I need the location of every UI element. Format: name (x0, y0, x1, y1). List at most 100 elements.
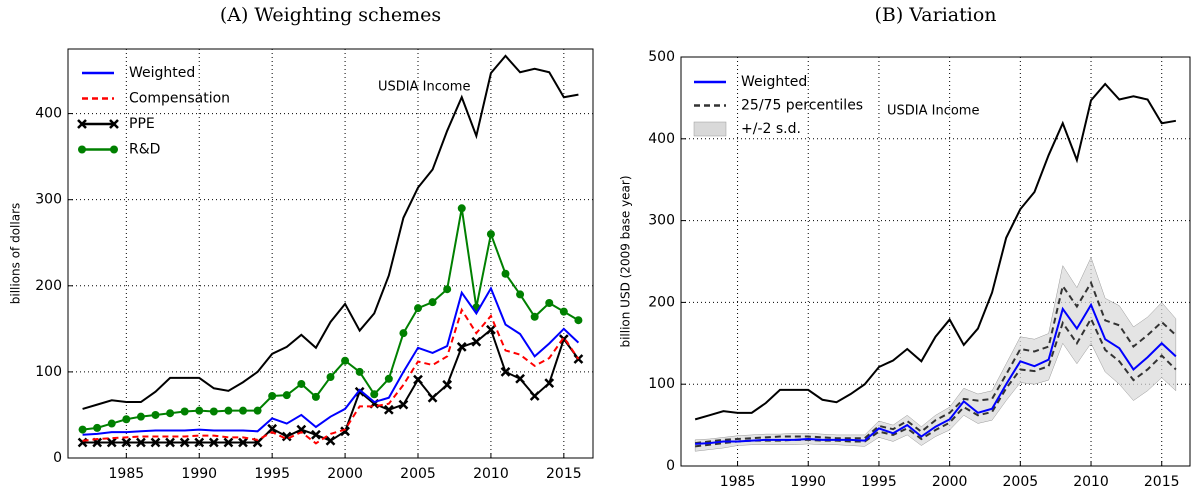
y-tick-label: 100 (648, 376, 675, 392)
marker (545, 299, 554, 308)
percentile-line (695, 280, 1177, 445)
marker (516, 290, 525, 299)
marker (239, 406, 247, 415)
marker (93, 423, 102, 432)
marker (311, 392, 320, 401)
marker (136, 437, 146, 448)
x-tick-label: 2015 (1144, 474, 1180, 490)
series-line (82, 307, 580, 445)
marker (398, 399, 409, 410)
marker (282, 391, 291, 400)
marker (180, 407, 189, 416)
marker (427, 392, 438, 403)
series-line (695, 302, 1177, 445)
marker (486, 230, 495, 239)
legend-marker (77, 119, 87, 129)
y-tick-label: 100 (35, 364, 62, 380)
chart-title: (A) Weighting schemes (220, 4, 441, 26)
marker (223, 437, 234, 448)
sd-band (694, 256, 1177, 452)
marker (238, 437, 248, 448)
marker (326, 373, 335, 382)
x-tick-label: 2000 (932, 474, 968, 490)
marker (267, 423, 278, 434)
marker (341, 356, 350, 365)
marker (281, 431, 292, 442)
legend-label: +/-2 s.d. (741, 121, 801, 137)
marker (179, 437, 190, 448)
legend-label: Weighted (129, 65, 195, 81)
marker (428, 298, 437, 307)
plot-frame (67, 48, 594, 459)
marker (151, 410, 160, 419)
marker (355, 367, 364, 376)
marker (195, 406, 204, 415)
y-tick-label: 0 (53, 450, 62, 466)
series-line (82, 328, 580, 444)
y-tick-label: 400 (35, 106, 62, 122)
y-axis-label: billions of dollars (9, 203, 23, 305)
x-tick-label: 1985 (109, 466, 145, 482)
legend-label: Weighted (741, 74, 807, 90)
plot-frame (680, 56, 1191, 467)
legend-label: Compensation (129, 91, 230, 107)
marker (530, 312, 539, 321)
marker (296, 424, 307, 435)
y-tick-label: 200 (35, 278, 62, 294)
marker (399, 329, 408, 338)
x-tick-label: 2015 (546, 466, 582, 482)
marker (166, 409, 175, 418)
legend-label: R&D (129, 142, 160, 158)
marker (559, 307, 568, 316)
marker (515, 373, 525, 384)
marker (194, 437, 205, 448)
y-tick-label: 400 (648, 131, 675, 147)
marker (136, 412, 145, 421)
y-axis-label: billion USD (2009 base year) (619, 175, 633, 347)
series-line (82, 286, 580, 436)
marker (457, 204, 466, 213)
marker (209, 407, 218, 416)
marker (253, 406, 262, 415)
marker (529, 391, 540, 401)
marker (297, 379, 306, 388)
marker (165, 437, 175, 448)
legend-marker (109, 119, 119, 129)
legend-label: 25/75 percentiles (741, 98, 863, 114)
chart-title: (B) Variation (874, 4, 996, 26)
y-tick-label: 300 (35, 192, 62, 208)
marker (443, 285, 452, 294)
x-tick-label: 1995 (254, 466, 290, 482)
marker (208, 437, 219, 448)
marker (150, 437, 161, 448)
marker (107, 419, 116, 428)
marker (500, 367, 511, 377)
marker (121, 437, 132, 448)
x-tick-label: 1990 (790, 474, 826, 490)
marker (414, 304, 422, 313)
marker (122, 415, 131, 424)
marker (383, 404, 394, 415)
x-tick-label: 1990 (181, 466, 217, 482)
marker (544, 378, 555, 388)
marker (311, 429, 321, 440)
y-tick-label: 300 (648, 213, 675, 229)
y-tick-label: 200 (648, 294, 675, 310)
marker (384, 374, 393, 383)
marker (325, 435, 336, 446)
marker (340, 426, 350, 437)
annotation: USDIA Income (378, 80, 470, 95)
marker (471, 336, 482, 347)
marker (413, 374, 423, 385)
x-tick-label: 2010 (1073, 474, 1109, 490)
y-tick-label: 500 (648, 49, 675, 65)
legend-marker (110, 145, 118, 154)
legend-label: PPE (129, 116, 155, 132)
x-tick-label: 2005 (1003, 474, 1039, 490)
x-tick-label: 1995 (861, 474, 897, 490)
marker (78, 425, 87, 434)
marker (370, 390, 379, 399)
x-tick-label: 2010 (473, 466, 509, 482)
marker (106, 437, 117, 448)
